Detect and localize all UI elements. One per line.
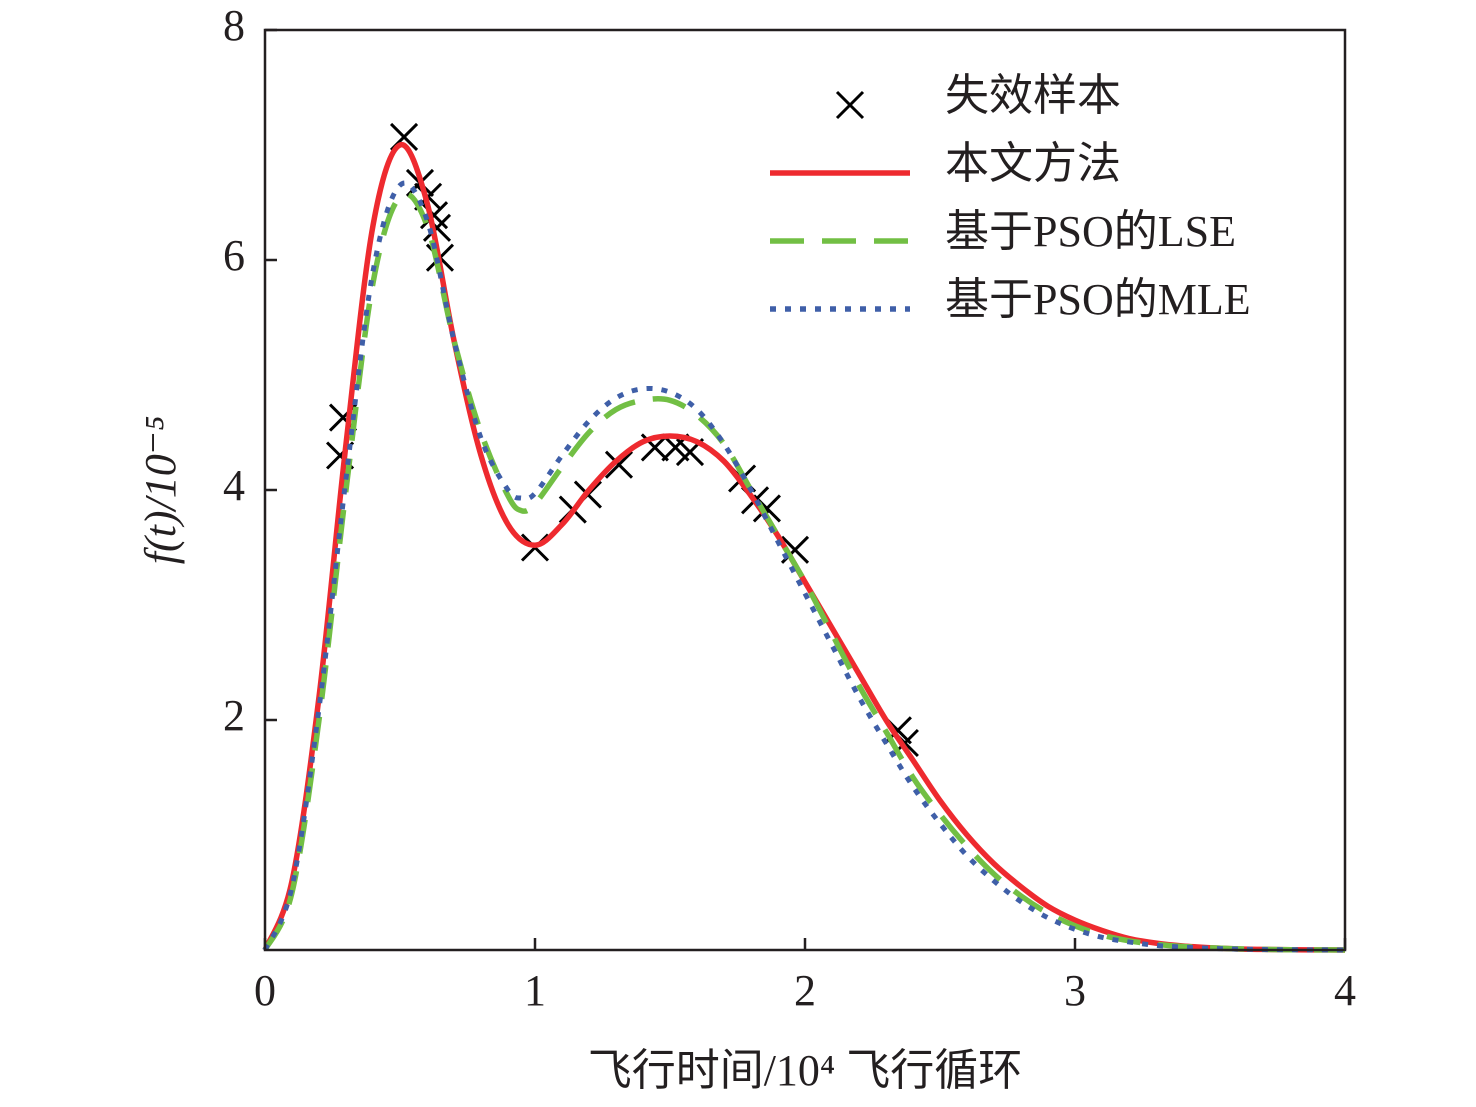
x-axis-label: 飞行时间/10⁴ 飞行循环 (588, 1046, 1023, 1095)
legend-label: 失效样本 (945, 71, 1121, 120)
x-tick-label: 2 (794, 966, 816, 1015)
curve (262, 180, 1346, 953)
legend-marker (835, 90, 865, 120)
x-tick-label: 1 (524, 966, 546, 1015)
y-tick-label: 6 (223, 231, 245, 280)
curve (262, 142, 1346, 953)
y-tick-label: 4 (223, 461, 245, 510)
y-tick-label: 8 (223, 1, 245, 50)
legend-label: 本文方法 (945, 139, 1121, 188)
plot-frame (263, 28, 1347, 952)
x-tick-label: 3 (1064, 966, 1086, 1015)
legend-label: 基于PSO的MLE (945, 275, 1251, 324)
legend-label: 基于PSO的LSE (945, 207, 1236, 256)
x-tick-label: 0 (254, 966, 276, 1015)
sample-point (604, 450, 634, 479)
x-tick-label: 4 (1334, 966, 1356, 1015)
y-tick-label: 2 (223, 691, 245, 740)
y-axis-label: f(t)/10⁻⁵ (136, 416, 185, 565)
